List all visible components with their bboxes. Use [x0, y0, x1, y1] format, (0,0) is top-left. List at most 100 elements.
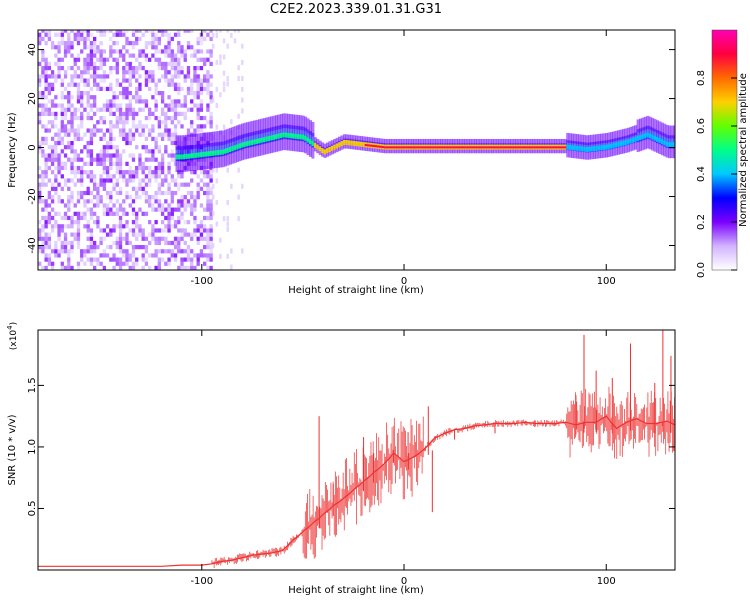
spectrogram-trace-band: [510, 138, 514, 145]
spectrogram-noise-cell: [105, 99, 110, 104]
spectrogram-noise-cell: [86, 32, 90, 37]
spectrogram-noise-cell: [102, 61, 107, 67]
spectrogram-noise-cell: [131, 45, 136, 50]
spectrogram-noise-cell: [83, 261, 87, 266]
spectrogram-noise-cell: [183, 74, 187, 79]
spectrogram-noise-cell: [63, 145, 68, 150]
spectrogram-noise-cell: [89, 232, 94, 237]
spectrogram-noise-cell: [177, 186, 181, 191]
spectrogram-noise-cell: [115, 120, 119, 125]
spectrogram-trace-band: [592, 149, 596, 159]
spectrogram-trace-band: [425, 138, 429, 145]
spectrogram-sparse-cell: [211, 210, 215, 216]
spectrogram-noise-cell: [109, 174, 113, 179]
spectrogram-noise-cell: [122, 211, 126, 216]
spectrogram-noise-cell: [206, 57, 210, 62]
spectrogram-sparse-cell: [222, 54, 226, 60]
spectrogram-noise-cell: [99, 66, 103, 71]
spectrogram-noise-cell: [167, 32, 171, 37]
spectrogram-noise-cell: [196, 86, 200, 92]
spectrogram-noise-cell: [186, 245, 191, 250]
spectrogram-noise-cell: [138, 186, 142, 191]
spectrogram-noise-cell: [138, 61, 142, 67]
spectrogram-noise-cell: [190, 99, 194, 104]
spectrogram-noise-cell: [144, 41, 149, 46]
spectrogram-trace-band: [583, 134, 587, 145]
spectrogram-sparse-cell: [219, 59, 222, 65]
spectrogram-noise-cell: [102, 170, 107, 175]
spectrogram-noise-cell: [67, 120, 71, 125]
spectrogram-trace-core: [175, 154, 179, 160]
spectrogram-trace-core: [226, 147, 230, 153]
spectrogram-trace-band: [182, 135, 186, 150]
spectrogram-trace-band: [488, 138, 492, 145]
spectrogram-noise-cell: [128, 99, 132, 104]
spectrogram-noise-cell: [99, 128, 103, 133]
spectrogram-trace-band: [486, 147, 490, 154]
spectrogram-trace-band: [335, 137, 339, 144]
spectrogram-noise-cell: [112, 240, 116, 246]
spectrogram-noise-cell: [154, 253, 158, 258]
spectrogram-noise-cell: [57, 128, 61, 133]
spectrogram-noise-cell: [89, 53, 94, 58]
spectrogram-noise-cell: [203, 124, 207, 129]
spectrogram-noise-cell: [86, 115, 90, 121]
spectrogram-noise-cell: [193, 220, 197, 225]
spectrogram-noise-cell: [160, 165, 165, 171]
spectrogram-noise-cell: [151, 78, 155, 83]
spectrogram-noise-cell: [93, 111, 97, 116]
spectrogram-trace-band: [631, 140, 635, 151]
spectrogram-noise-cell: [44, 253, 48, 258]
spectrogram-noise-cell: [209, 211, 213, 216]
spectrogram-trace-band: [364, 136, 368, 143]
spectrogram-noise-cell: [102, 161, 107, 166]
spectrogram-noise-cell: [154, 99, 158, 104]
spectrogram-noise-cell: [70, 190, 74, 196]
spectrogram-trace-band: [241, 123, 245, 139]
spectrogram-trace-band: [224, 140, 228, 156]
spectrogram-noise-cell: [209, 30, 213, 33]
spectrogram-trace-core: [605, 144, 609, 150]
spectrogram-noise-cell: [115, 32, 119, 37]
spectrogram-trace-band: [592, 134, 596, 145]
spectrogram-noise-cell: [44, 86, 48, 92]
spectrogram-noise-cell: [180, 265, 184, 270]
spectrogram-noise-cell: [206, 245, 210, 250]
spectrogram-noise-cell: [96, 30, 100, 33]
spectrogram-trace-band: [211, 142, 215, 158]
spectrogram-noise-cell: [206, 103, 210, 108]
spectrogram-noise-cell: [70, 170, 74, 175]
spectrogram-trace-band: [398, 138, 402, 145]
spectrogram-noise-cell: [141, 145, 145, 150]
spectrogram-noise-cell: [47, 111, 52, 116]
spectrogram-noise-cell: [190, 45, 194, 50]
spectrogram-trace-band: [430, 138, 434, 145]
spectrogram-noise-cell: [190, 170, 194, 175]
spectrogram-noise-cell: [112, 136, 116, 141]
spectrogram-noise-cell: [164, 261, 168, 266]
spectrogram-noise-cell: [125, 66, 129, 71]
spectrogram-noise-cell: [105, 207, 110, 212]
spectrogram-trace-core: [646, 132, 650, 138]
spectrogram-noise-cell: [112, 224, 116, 229]
spectrogram-noise-cell: [160, 95, 165, 100]
spectrogram-noise-cell: [80, 49, 84, 54]
spectrogram-noise-cell: [151, 74, 155, 79]
spectrogram-noise-cell: [76, 136, 81, 141]
spectrogram-noise-cell: [73, 149, 77, 154]
spectrogram-trace-band: [483, 147, 487, 154]
spectrogram-noise-cell: [83, 107, 87, 112]
spectrogram-noise-cell: [138, 182, 142, 187]
spectrogram-noise-cell: [173, 107, 178, 112]
spectrogram-noise-cell: [50, 170, 55, 175]
spectrogram-noise-cell: [38, 232, 42, 237]
spectrogram-noise-cell: [125, 49, 129, 54]
spectrogram-trace-band: [410, 138, 414, 145]
spectrogram-noise-cell: [93, 220, 97, 225]
spectrogram-noise-cell: [173, 115, 178, 121]
spectrogram-noise-cell: [63, 41, 68, 46]
spectrogram-noise-cell: [173, 245, 178, 250]
spectrogram-noise-cell: [164, 78, 168, 83]
spectrogram-noise-cell: [115, 170, 119, 175]
spectrogram-trace-band: [197, 133, 201, 149]
